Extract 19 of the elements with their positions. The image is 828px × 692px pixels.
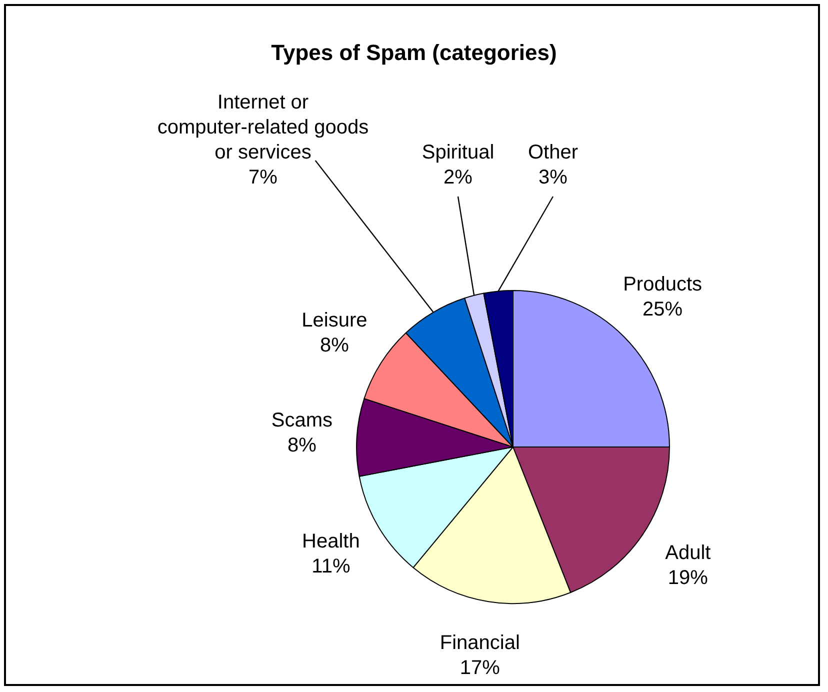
data-label: 8% (287, 434, 317, 457)
data-label: 2% (444, 166, 473, 189)
slice-label: Adult (665, 542, 712, 564)
slice-label: Other (528, 142, 578, 164)
slice-label: Internet or computer-related goods or services (157, 92, 369, 164)
data-label: 19% (668, 566, 708, 589)
data-label: 7% (248, 166, 278, 189)
data-label: 25% (642, 298, 683, 320)
slice-label: Products (623, 273, 702, 296)
slice-label: Leisure (302, 310, 368, 332)
slice-label: Spiritual (422, 142, 494, 164)
chart-title: Types of Spam (categories) (270, 40, 558, 66)
data-label: 11% (312, 556, 350, 578)
data-label: 8% (320, 334, 350, 357)
slice-label: Scams (271, 410, 332, 432)
slice-label: Health (302, 530, 360, 553)
slice-label: Financial (440, 632, 520, 654)
data-label: 3% (538, 166, 568, 189)
data-label: 17% (460, 656, 500, 679)
